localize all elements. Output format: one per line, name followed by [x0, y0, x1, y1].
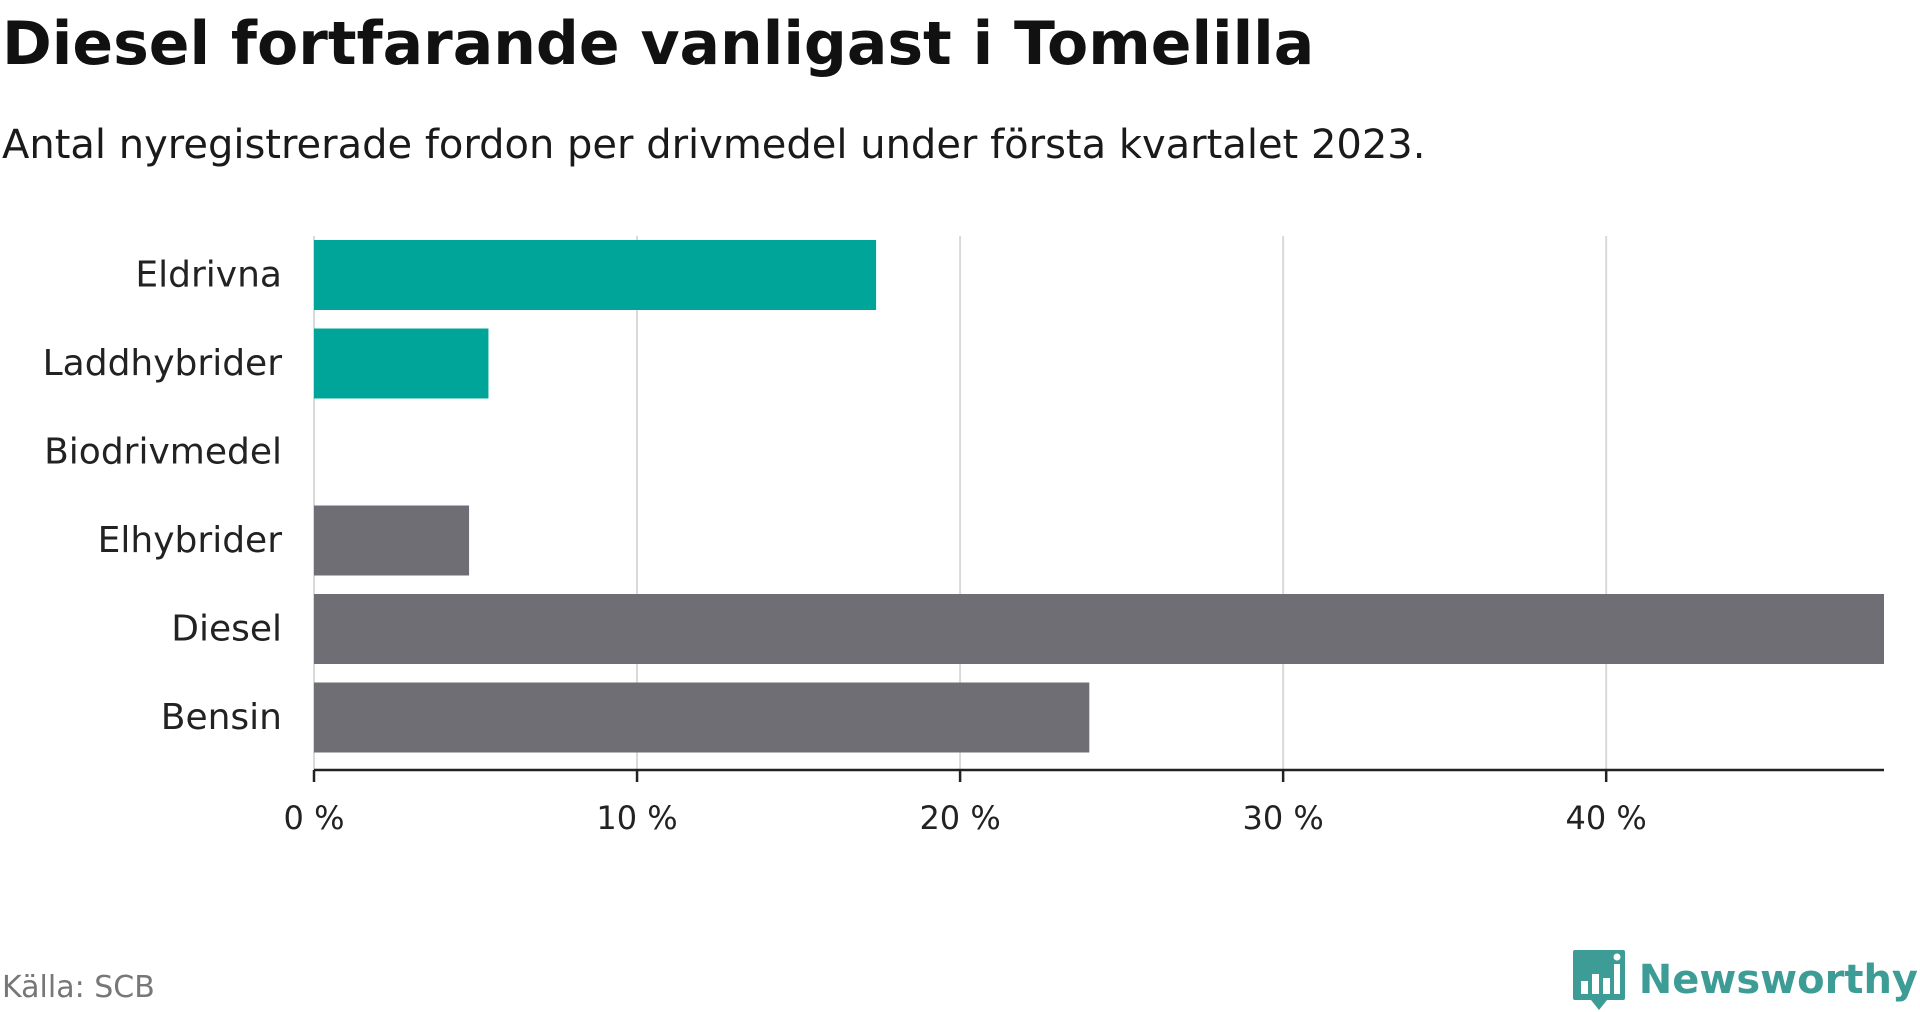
x-tick-label: 0 %	[284, 799, 345, 837]
gridlines	[313, 236, 1608, 770]
newsworthy-logo-icon	[1572, 950, 1625, 1010]
brand: Newsworthy	[1571, 948, 1918, 1012]
category-label: Eldrivna	[135, 255, 282, 296]
category-label: Biodrivmedel	[44, 432, 282, 473]
bar-chart: Eldrivna Laddhybrider Biodrivmedel Elhybrid…	[43, 236, 1884, 837]
category-label: Laddhybrider	[43, 343, 283, 384]
category-label: Elhybrider	[98, 520, 283, 561]
x-tick-label: 20 %	[919, 799, 1000, 837]
x-tick-label: 30 %	[1242, 799, 1323, 837]
bar-diesel	[314, 594, 1884, 664]
chart-title: Diesel fortfarande vanligast i Tomelilla	[2, 9, 1315, 79]
x-tick-label: 40 %	[1566, 799, 1647, 837]
brand-name: Newsworthy	[1638, 957, 1918, 1003]
category-label: Bensin	[161, 697, 282, 738]
category-labels: Eldrivna Laddhybrider Biodrivmedel Elhybrid…	[43, 255, 283, 739]
category-label: Diesel	[171, 609, 282, 650]
bar-eldrivna	[314, 240, 877, 310]
x-tick-label: 10 %	[596, 799, 677, 837]
bar-bensin	[314, 682, 1090, 753]
bar-laddhybrider	[314, 328, 489, 399]
bar-elhybrider	[314, 505, 470, 576]
chart-subtitle: Antal nyregistrerade fordon per drivmede…	[2, 122, 1426, 168]
source-note: Källa: SCB	[2, 970, 155, 1005]
bars	[314, 240, 1884, 753]
x-axis: 0 % 10 % 20 % 30 % 40 %	[284, 768, 1884, 837]
